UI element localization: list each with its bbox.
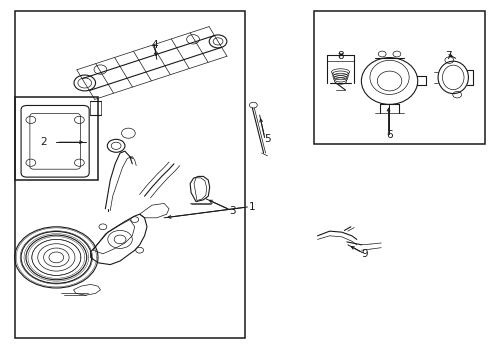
Text: 6: 6 [386,130,393,140]
FancyBboxPatch shape [30,113,80,169]
Bar [15,11,245,338]
Text: 9: 9 [362,249,368,259]
Text: 8: 8 [337,51,344,61]
Text: 5: 5 [264,134,270,144]
FancyBboxPatch shape [21,105,89,177]
Bar [15,97,98,180]
Text: 1: 1 [249,202,256,212]
Text: 3: 3 [229,206,236,216]
Text: 7: 7 [445,51,452,61]
Bar [314,11,485,144]
Text: 4: 4 [151,40,158,50]
Text: 2: 2 [40,137,47,147]
